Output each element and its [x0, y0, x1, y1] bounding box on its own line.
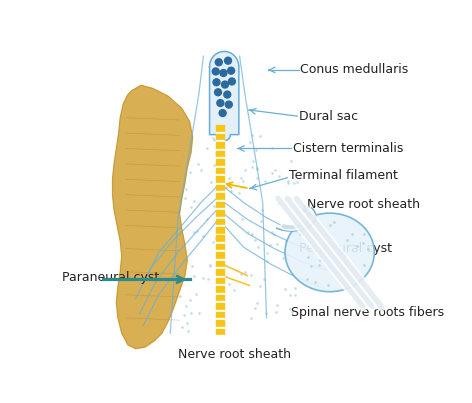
Bar [217, 285, 224, 286]
Bar [217, 234, 224, 235]
Circle shape [228, 78, 236, 85]
Bar [217, 312, 224, 318]
Bar [217, 199, 224, 202]
Bar [217, 293, 224, 295]
Bar [217, 157, 224, 159]
Bar [217, 174, 224, 176]
Bar [217, 310, 224, 312]
Polygon shape [210, 52, 239, 141]
Bar [217, 125, 224, 132]
Text: Cistern terminalis: Cistern terminalis [293, 142, 403, 155]
Text: Nerve root sheath: Nerve root sheath [307, 198, 420, 211]
Bar [217, 142, 224, 149]
Bar [217, 328, 224, 335]
Bar [217, 185, 224, 191]
Bar [217, 327, 224, 328]
Bar [217, 242, 224, 244]
Ellipse shape [285, 213, 374, 292]
Circle shape [225, 57, 231, 64]
Bar [217, 132, 224, 134]
Circle shape [215, 59, 222, 66]
Bar [217, 134, 224, 140]
Bar [217, 252, 224, 259]
Text: Conus medullaris: Conus medullaris [300, 63, 409, 77]
Circle shape [212, 68, 219, 75]
Bar [217, 151, 224, 157]
Circle shape [213, 79, 220, 86]
Bar [217, 166, 224, 168]
Bar [217, 216, 224, 218]
Bar [217, 295, 224, 301]
Circle shape [224, 91, 231, 98]
Circle shape [215, 89, 221, 96]
Bar [217, 244, 224, 251]
Bar [217, 168, 224, 174]
Circle shape [220, 70, 227, 77]
Bar [217, 318, 224, 320]
Circle shape [225, 101, 232, 108]
Bar [217, 303, 224, 310]
Bar [217, 159, 224, 166]
Bar [217, 278, 224, 285]
Text: Spinal nerve roots fibers: Spinal nerve roots fibers [291, 306, 444, 319]
Bar [217, 251, 224, 252]
Bar [217, 276, 224, 278]
Text: Perineural cyst: Perineural cyst [299, 242, 392, 255]
Bar [217, 268, 224, 269]
Polygon shape [112, 85, 193, 349]
Bar [217, 261, 224, 268]
Bar [217, 183, 224, 185]
Bar [217, 210, 224, 216]
Bar [217, 208, 224, 210]
Bar [217, 202, 224, 208]
Bar [217, 193, 224, 199]
Text: Paraneural cyst: Paraneural cyst [62, 271, 159, 285]
Bar [217, 191, 224, 193]
Text: Terminal filament: Terminal filament [289, 169, 398, 182]
Circle shape [221, 81, 228, 88]
Bar [217, 225, 224, 227]
Bar [217, 235, 224, 242]
Bar [217, 149, 224, 151]
Bar [217, 301, 224, 303]
Bar [217, 227, 224, 234]
Circle shape [217, 100, 224, 106]
Bar [217, 286, 224, 293]
Bar [217, 269, 224, 276]
Bar [217, 320, 224, 327]
Bar [217, 259, 224, 261]
Bar [217, 218, 224, 225]
Bar [217, 335, 224, 337]
Circle shape [228, 67, 235, 74]
Text: Dural sac: Dural sac [299, 110, 358, 123]
Circle shape [219, 110, 226, 116]
Text: Nerve root sheath: Nerve root sheath [178, 348, 291, 361]
Bar [217, 176, 224, 183]
Bar [217, 140, 224, 142]
